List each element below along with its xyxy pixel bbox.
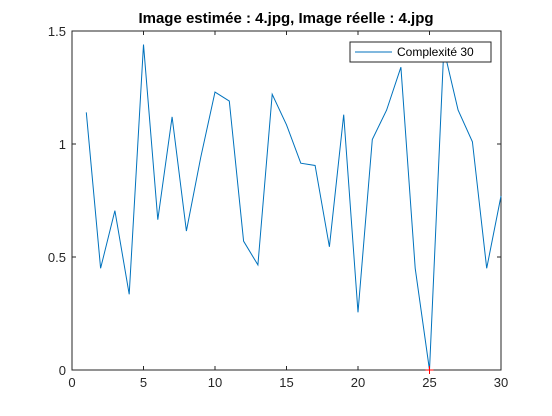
x-tick-label: 20 <box>351 375 365 390</box>
legend-label: Complexité 30 <box>397 45 474 59</box>
plot-area <box>71 30 502 371</box>
x-tick-label: 15 <box>279 375 293 390</box>
red-plus-marker <box>425 366 434 374</box>
chart-title: Image estimée : 4.jpg, Image réelle : 4.… <box>138 10 433 27</box>
legend-box <box>349 41 492 63</box>
axis-ticks: 0 5 10 15 20 25 30 0 0.5 1 1.5 <box>48 24 508 390</box>
x-tick-label: 10 <box>208 375 222 390</box>
series-line-complexite-30 <box>85 44 502 371</box>
y-tick-label: 1.5 <box>48 24 66 39</box>
y-tick-label: 0.5 <box>48 250 66 265</box>
x-tick-label: 0 <box>68 375 75 390</box>
x-tick-label: 5 <box>140 375 147 390</box>
y-tick-label: 0 <box>59 363 66 378</box>
y-tick-label: 1 <box>59 137 66 152</box>
x-tick-label: 25 <box>422 375 436 390</box>
x-tick-label: 30 <box>494 375 508 390</box>
legend: Complexité 30 <box>349 41 492 63</box>
